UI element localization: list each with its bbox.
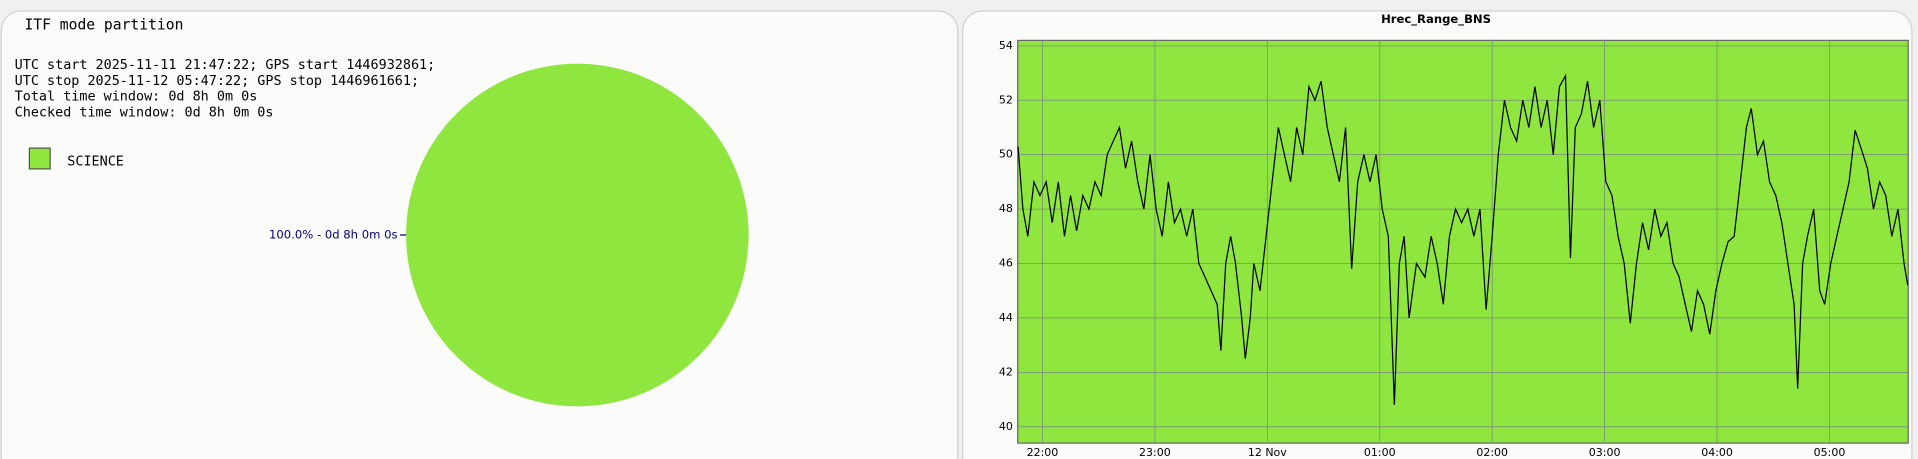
pie-value-label: 100.0% - 0d 8h 0m 0s — [269, 228, 398, 242]
x-tick-label: 12 Nov — [1248, 446, 1287, 459]
y-tick-label: 40 — [999, 420, 1013, 433]
x-tick-label: 02:00 — [1476, 446, 1508, 459]
line-series — [1017, 73, 1909, 406]
x-tick-label: 01:00 — [1364, 446, 1396, 459]
info-line: Total time window: 0d 8h 0m 0s — [15, 90, 258, 105]
line-title: Hrec_Range_BNS — [1381, 12, 1491, 27]
info-line: UTC stop 2025-11-12 05:47:22; GPS stop 1… — [15, 74, 419, 89]
info-line: Checked time window: 0d 8h 0m 0s — [15, 106, 274, 121]
x-tick-label: 05:00 — [1814, 446, 1846, 459]
y-tick-label: 44 — [999, 311, 1013, 324]
x-tick-label: 03:00 — [1589, 446, 1621, 459]
x-tick-label: 04:00 — [1701, 446, 1733, 459]
legend-label: SCIENCE — [67, 155, 124, 170]
y-tick-label: 48 — [999, 202, 1013, 215]
y-tick-label: 54 — [999, 39, 1013, 52]
x-tick-label: 22:00 — [1027, 446, 1059, 459]
y-tick-label: 42 — [999, 365, 1013, 378]
legend-swatch — [28, 147, 51, 170]
y-tick-label: 52 — [999, 93, 1013, 106]
x-tick-label: 23:00 — [1139, 446, 1171, 459]
pie-title: ITF mode partition — [24, 17, 183, 34]
info-line: UTC start 2025-11-11 21:47:22; GPS start… — [15, 58, 436, 73]
y-tick-label: 50 — [999, 148, 1013, 161]
y-tick-label: 46 — [999, 257, 1013, 270]
pie-slice — [406, 63, 749, 407]
plot-area — [1017, 39, 1909, 444]
